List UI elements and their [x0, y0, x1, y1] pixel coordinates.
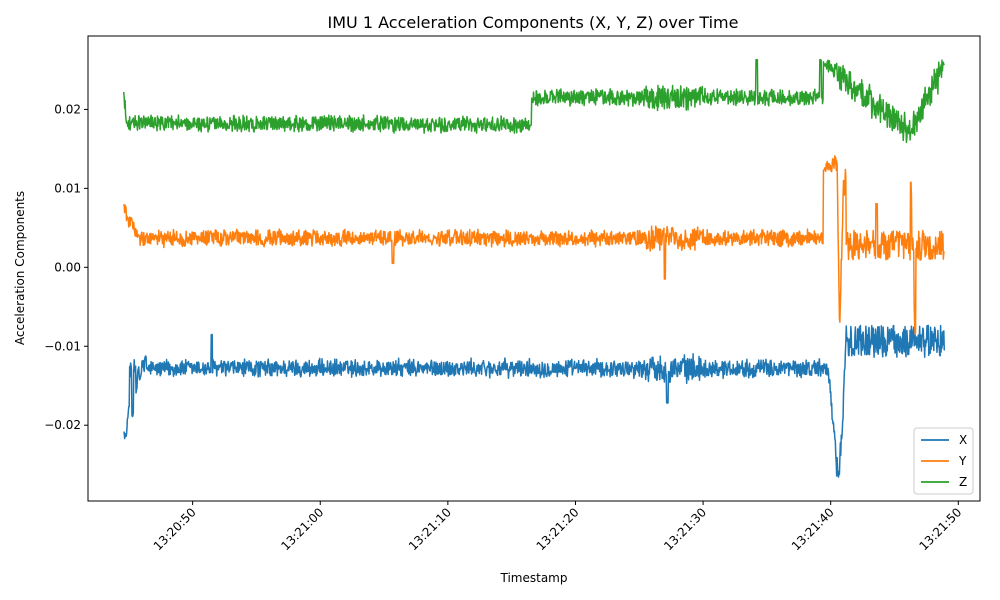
plot-frame [87, 35, 981, 502]
x-tick-label: 13:20:50 [151, 505, 199, 553]
x-tick-label: 13:21:30 [661, 505, 709, 553]
x-tick-label: 13:21:20 [534, 505, 582, 553]
series-line-x [123, 324, 946, 478]
y-axis-title: Acceleration Components [13, 191, 27, 345]
x-tick-label: 13:21:50 [916, 505, 964, 553]
y-axis: −0.02 −0.01 0.00 0.01 0.02 [44, 102, 88, 432]
series-line-y [123, 155, 945, 335]
legend-label-y: Y [958, 454, 967, 468]
chart-title: IMU 1 Acceleration Components (X, Y, Z) … [328, 13, 739, 32]
y-tick-label: −0.02 [44, 418, 81, 432]
series-layer [122, 58, 946, 478]
y-tick-label: −0.01 [44, 339, 81, 353]
legend: XYZ [913, 427, 974, 495]
legend-label-z: Z [959, 475, 967, 489]
x-tick-label: 13:21:00 [278, 505, 326, 553]
plot-area [87, 35, 981, 502]
y-tick-label: 0.01 [54, 181, 81, 195]
legend-label-x: X [959, 433, 967, 447]
x-axis: 13:20:50 13:21:00 13:21:10 13:21:20 13:21:30… [151, 501, 964, 553]
y-tick-label: 0.00 [54, 260, 81, 274]
x-tick-label: 13:21:40 [789, 505, 837, 553]
series-line-z [122, 58, 945, 144]
y-tick-label: 0.02 [54, 102, 81, 116]
x-tick-label: 13:21:10 [406, 505, 454, 553]
x-axis-title: Timestamp [500, 571, 568, 585]
legend-items: XYZ [921, 433, 967, 489]
